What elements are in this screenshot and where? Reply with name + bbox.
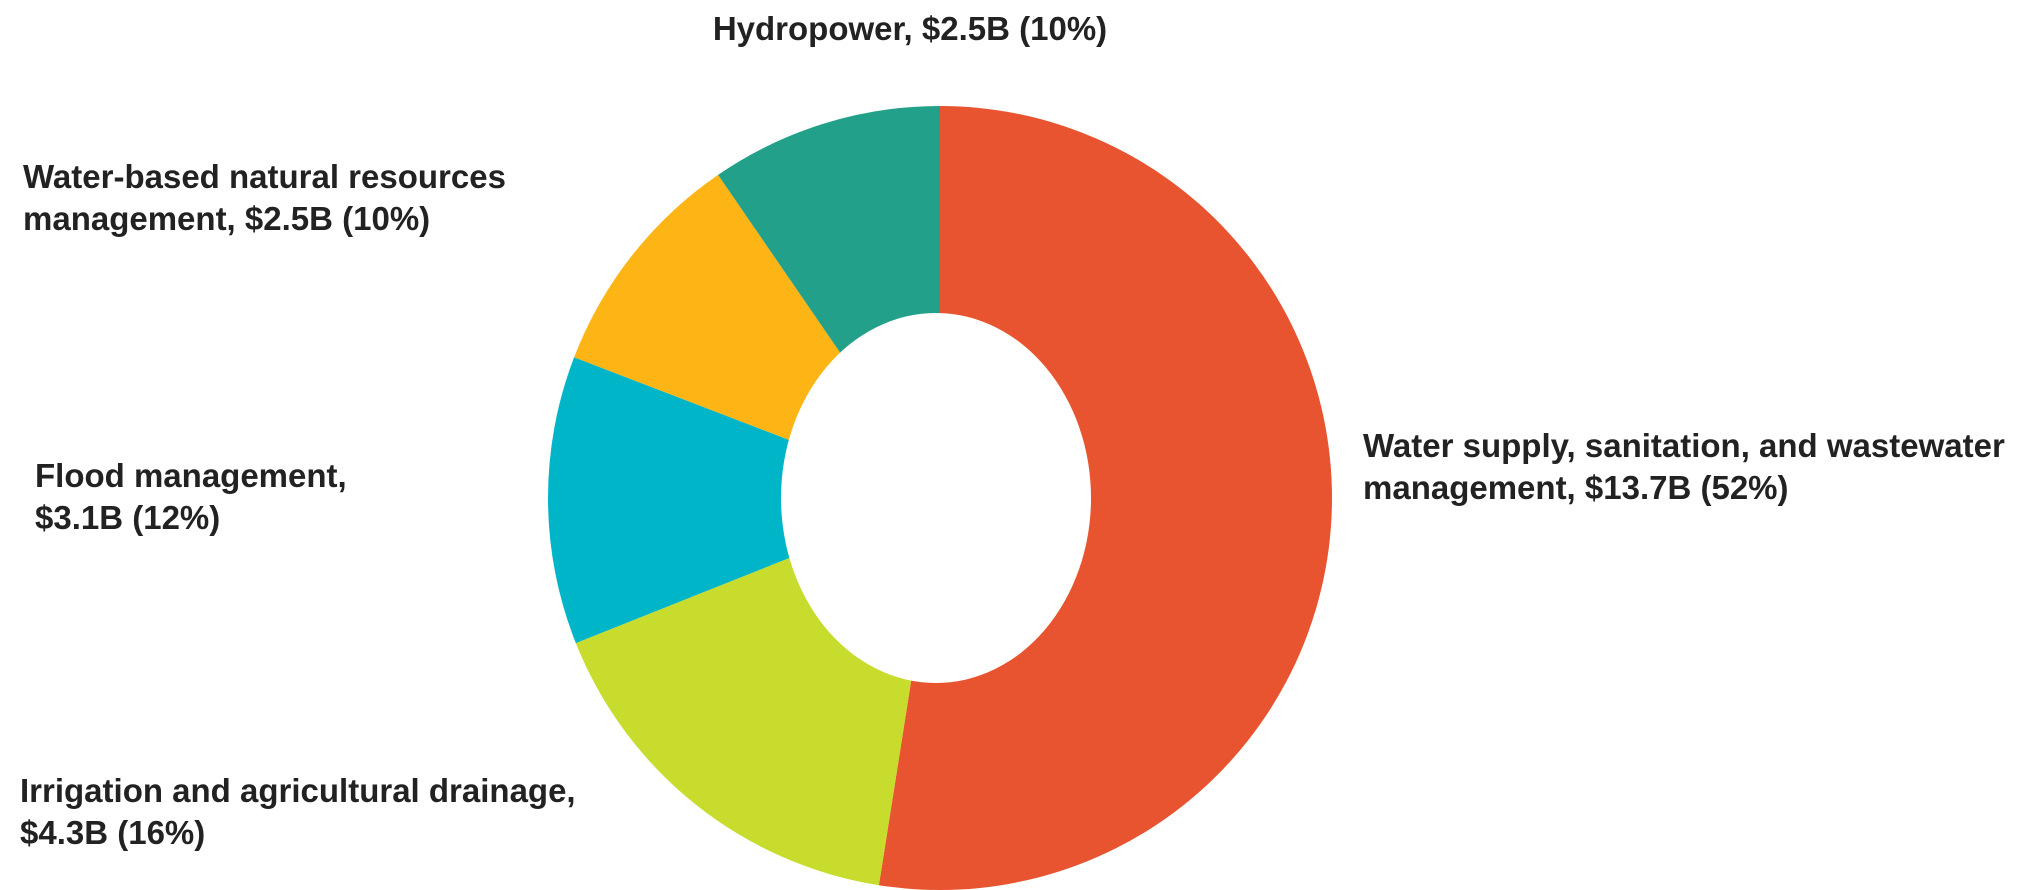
category-name: Irrigation and agricultural drainage, [20, 772, 576, 809]
donut-slice [548, 357, 940, 644]
slice-label: Irrigation and agricultural drainage, $4… [20, 770, 660, 854]
donut-slice [878, 106, 1332, 890]
value-label: $3.1B (12%) [35, 499, 221, 536]
value-label: $2.5B (10%) [244, 200, 431, 237]
slice-label: Water-based natural resources management… [23, 156, 583, 240]
value-label: $13.7B (52%) [1584, 469, 1789, 506]
category-name: Hydropower, [712, 10, 913, 47]
category-name: Water supply, sanitation, and wastewater… [1363, 427, 2005, 506]
slice-label: Hydropower, $2.5B (10%) [640, 8, 1180, 50]
value-label: $2.5B (10%) [921, 10, 1108, 47]
category-name: Flood management, [35, 457, 347, 494]
donut-hole [781, 313, 1091, 683]
slice-label: Water supply, sanitation, and wastewater… [1363, 425, 2033, 509]
category-name: Water-based natural resources management… [23, 158, 506, 237]
slice-label: Flood management, $3.1B (12%) [35, 455, 425, 539]
value-label: $4.3B (16%) [20, 814, 206, 851]
